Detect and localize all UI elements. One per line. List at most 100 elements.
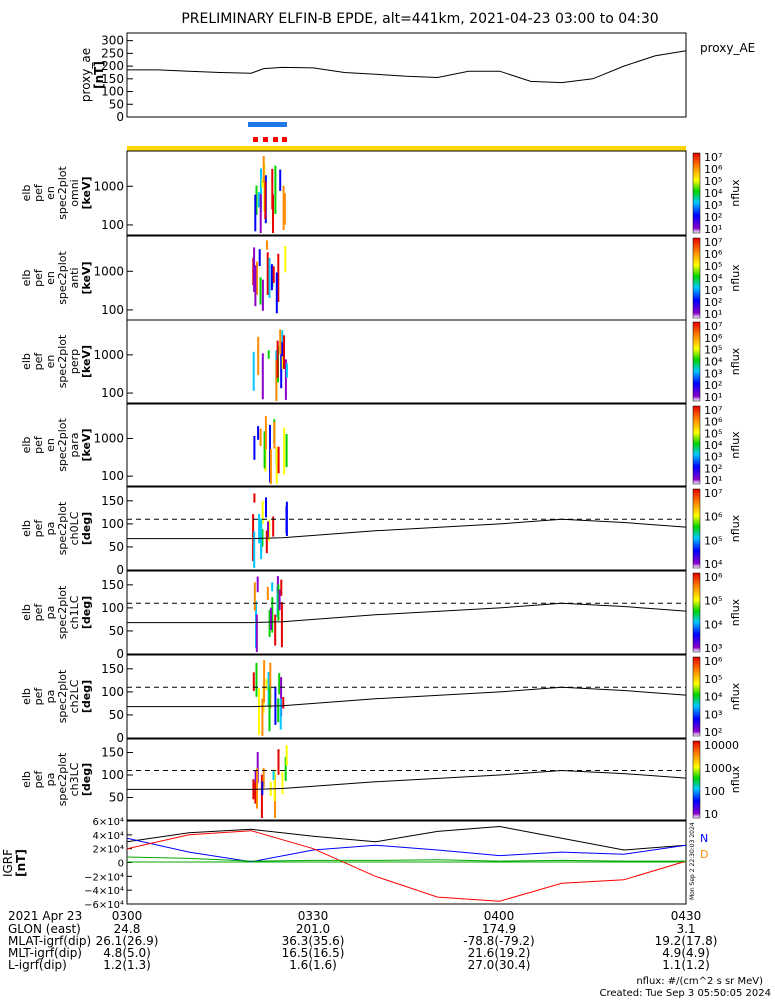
spectrogram-ylabel-line: en <box>44 438 57 452</box>
spectrogram-streak <box>280 602 283 648</box>
ephemeris-table: GLON (east) 24.8 201.0 174.9 3.1 MLAT-igrf(di… <box>8 922 717 972</box>
ephemeris-row-label: MLAT-igrf(dip) <box>8 934 91 948</box>
spec-tick-label: 100 <box>101 768 124 782</box>
igrf-tick-label: 4×10⁴ <box>93 831 124 842</box>
spectrogram-ylabel-line: pef <box>32 435 45 454</box>
spectrogram-frame <box>126 150 687 236</box>
spectrogram-streak <box>274 165 277 214</box>
spectrogram-streak <box>271 582 274 592</box>
red-dash-segment <box>282 137 287 142</box>
colorbar-tick-label: 10⁴ <box>704 618 723 631</box>
igrf-ylabel-line1: IGRF <box>1 849 15 877</box>
science-zone-blue-bar <box>248 122 287 127</box>
colorbar-tick-label: 10³ <box>704 367 722 380</box>
spectrogram-streak <box>263 431 266 469</box>
ae-tick-label: 50 <box>109 97 124 111</box>
ephemeris-value: 174.9 <box>482 922 516 936</box>
spectrogram-streak <box>254 782 257 804</box>
spectrogram-streak <box>276 340 279 378</box>
colorbar-label: nflux <box>729 179 742 207</box>
colorbar: 10⁷ 10⁶ 10⁵ 10⁴ nflux <box>692 487 742 571</box>
ephemeris-value: 4.8(5.0) <box>103 946 151 960</box>
spectrogram-streak <box>260 774 263 818</box>
spectrogram-ylabel-line: [deg] <box>80 680 93 713</box>
spectrogram-ylabel-line: en <box>44 355 57 369</box>
spectrogram-ylabel-line: elb <box>20 353 33 370</box>
spectrogram-streak <box>253 582 256 611</box>
proxy-ae-ylabel-line1: proxy_ae <box>79 48 93 102</box>
igrf-panel: 6×10⁴ 4×10⁴ 2×10⁴ 0 −2×10⁴ −4×10⁴ −6×10⁴ IGRF … <box>1 817 708 911</box>
spectrogram-ylabel-line: elb <box>20 604 33 621</box>
spectrogram-streak <box>265 678 268 691</box>
igrf-tick-label: −4×10⁴ <box>84 886 124 897</box>
spectrogram-streak <box>253 531 256 568</box>
ephemeris-value: 24.8 <box>114 922 141 936</box>
spectrogram-ylabel-line: elb <box>20 520 33 537</box>
loss-cone-solid-line <box>127 769 687 790</box>
spec-tick-label: 0 <box>116 731 124 745</box>
colorbar-tick-label: 10⁶ <box>704 163 723 176</box>
loss-cone-solid-line <box>127 602 687 624</box>
spectrogram-ylabel-line: pa <box>44 773 57 787</box>
spectrogram-streak <box>267 521 269 537</box>
spectrogram-streak <box>257 192 260 208</box>
ephemeris-value: 1.1(1.2) <box>662 958 710 972</box>
spectrogram-streak <box>284 756 287 781</box>
colorbar-tick-label: 10⁵ <box>704 175 722 188</box>
spectrogram-streak <box>278 673 281 695</box>
spectrogram-streak <box>259 194 262 233</box>
colorbar-tick-label: 10⁶ <box>704 248 723 261</box>
colorbar-tick-label: 10⁴ <box>704 187 723 200</box>
spectrogram-frame <box>126 570 687 655</box>
colorbar-tick-label: 10¹ <box>704 223 722 236</box>
spectrogram-ylabel-line: spec2plot <box>56 418 69 472</box>
colorbar: 10⁶ 10⁵ 10⁴ 10³ nflux <box>692 571 742 655</box>
proxy-ae-right-label: proxy_AE <box>700 41 755 55</box>
spectrogram-streak <box>281 330 284 343</box>
ephemeris-value: 201.0 <box>296 922 330 936</box>
spec-tick-label: 1000 <box>93 264 124 278</box>
spectrogram-streak <box>271 168 274 210</box>
spectrogram-streak <box>282 697 285 709</box>
spectrogram-streak <box>257 426 260 440</box>
colorbar-tick-label: 10⁴ <box>704 691 723 704</box>
colorbar-tick-label: 10³ <box>704 642 722 655</box>
spectrogram-ylabel-line: spec2plot <box>56 752 69 806</box>
colorbar-tick-label: 10⁶ <box>704 571 723 584</box>
spectrogram-streak <box>277 253 280 302</box>
colorbar-gradient <box>692 740 701 819</box>
spectrogram-ylabel: elb pef pa spec2plot ch2LC [deg] <box>20 669 93 723</box>
x-axis: 2021 Apr 23 0300 0330 0400 0430 <box>8 909 701 923</box>
spectrogram-ylabel-line: ch0LC <box>68 511 81 545</box>
plot-title: PRELIMINARY ELFIN-B EPDE, alt=441km, 202… <box>181 11 658 27</box>
spectrogram-data-burst <box>252 493 288 568</box>
spectrogram-ylabel-line: pa <box>44 690 57 704</box>
spectrogram-ylabel-line: spec2plot <box>56 501 69 555</box>
colorbar-gradient <box>692 152 701 234</box>
colorbar-tick-label: 10¹ <box>704 391 722 404</box>
colorbar-tick-label: 10² <box>704 379 722 392</box>
spectrogram-frame <box>126 403 687 487</box>
colorbar-tick-label: 10³ <box>704 284 722 297</box>
spectrogram-streak <box>271 597 274 633</box>
spectrogram-ylabel-line: omni <box>68 179 81 206</box>
colorbar-tick-label: 10⁶ <box>704 332 723 345</box>
proxy-ae-ylabel: proxy_ae [nT] <box>79 48 106 102</box>
spectrogram-streak <box>280 677 283 717</box>
igrf-green-line <box>126 856 686 862</box>
spectrogram-streak <box>256 768 258 809</box>
igrf-blue-line <box>126 837 687 863</box>
spectrogram-streak <box>262 767 265 788</box>
spec-tick-label: 150 <box>101 578 124 592</box>
spectrogram-streak <box>269 662 272 709</box>
spectrogram-streak <box>279 329 282 355</box>
spec-tick-label: 50 <box>109 624 124 638</box>
spectrogram-streak <box>261 781 264 795</box>
spectrogram-streak <box>279 169 282 191</box>
colorbar-tick-label: 10² <box>704 296 722 309</box>
spectrogram-streak <box>264 181 267 219</box>
